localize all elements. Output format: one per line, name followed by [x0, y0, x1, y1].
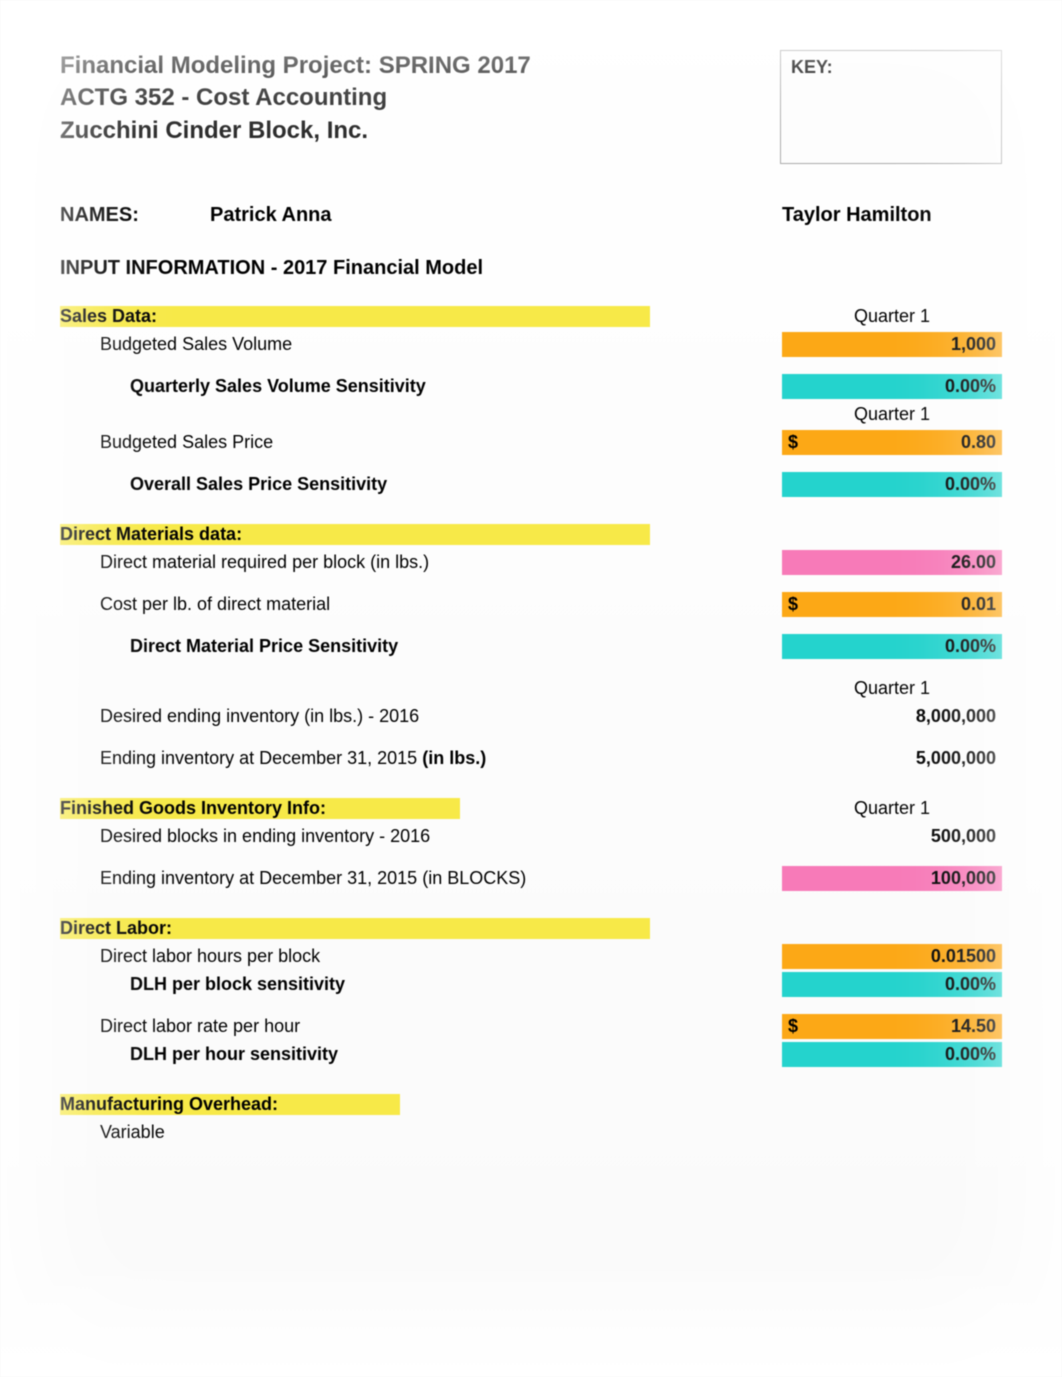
fg-desired-label: Desired blocks in ending inventory - 201… [60, 826, 690, 847]
sales-header: Sales Data: [60, 306, 650, 327]
labor-rate-label: Direct labor rate per hour [60, 1016, 690, 1037]
sales-quarter-label-2: Quarter 1 [782, 402, 1002, 427]
materials-header: Direct Materials data: [60, 524, 650, 545]
title-line-3: Zucchini Cinder Block, Inc. [60, 115, 531, 147]
labor-hours-sens-label: DLH per block sensitivity [60, 974, 720, 995]
fg-end-2015-label: Ending inventory at December 31, 2015 (i… [60, 868, 690, 889]
dollar-sign: $ [788, 432, 798, 453]
price-sensitivity-label: Overall Sales Price Sensitivity [60, 474, 720, 495]
project-title: Financial Modeling Project: SPRING 2017 … [60, 50, 531, 147]
dm-end-inv-2015-value: 5,000,000 [782, 746, 1002, 771]
dm-cost-row: Cost per lb. of direct material $ 0.01 [60, 590, 1002, 618]
dollar-sign: $ [788, 594, 798, 615]
names-label: NAMES: [60, 204, 210, 227]
budgeted-price-label: Budgeted Sales Price [60, 432, 690, 453]
fg-quarter-label: Quarter 1 [782, 796, 1002, 821]
dm-per-block-label: Direct material required per block (in l… [60, 552, 690, 573]
overhead-variable-row: Variable [60, 1118, 1002, 1146]
overhead-header: Manufacturing Overhead: [60, 1094, 400, 1115]
overhead-header-row: Manufacturing Overhead: [60, 1090, 1002, 1118]
price-sensitivity-value: 0.00% [782, 472, 1002, 497]
dm-price-sens-row: Direct Material Price Sensitivity 0.00% [60, 632, 1002, 660]
dm-end-inv-2015-bold: (in lbs.) [422, 748, 486, 768]
labor-rate-sens-value: 0.00% [782, 1042, 1002, 1067]
dm-cost-label: Cost per lb. of direct material [60, 594, 690, 615]
input-section-title: INPUT INFORMATION - 2017 Financial Model [60, 257, 1002, 280]
dm-end-inv-2016-row: Desired ending inventory (in lbs.) - 201… [60, 702, 1002, 730]
labor-hours-sens-row: DLH per block sensitivity 0.00% [60, 970, 1002, 998]
budgeted-volume-value: 1,000 [782, 332, 1002, 357]
materials-header-row: Direct Materials data: [60, 520, 1002, 548]
budgeted-volume-row: Budgeted Sales Volume 1,000 [60, 330, 1002, 358]
title-line-2: ACTG 352 - Cost Accounting [60, 82, 531, 114]
volume-sensitivity-value: 0.00% [782, 374, 1002, 399]
labor-hours-row: Direct labor hours per block 0.01500 [60, 942, 1002, 970]
fg-end-2015-value: 100,000 [782, 866, 1002, 891]
rate-value: 14.50 [951, 1016, 996, 1037]
labor-rate-sens-row: DLH per hour sensitivity 0.00% [60, 1040, 1002, 1068]
page: Financial Modeling Project: SPRING 2017 … [0, 0, 1062, 1377]
dm-quarter-row: Quarter 1 [60, 674, 1002, 702]
volume-sensitivity-label: Quarterly Sales Volume Sensitivity [60, 376, 720, 397]
labor-rate-value: $ 14.50 [782, 1014, 1002, 1039]
name-1: Patrick Anna [210, 204, 332, 227]
fg-desired-value: 500,000 [782, 824, 1002, 849]
dm-end-inv-2016-value: 8,000,000 [782, 704, 1002, 729]
labor-header: Direct Labor: [60, 918, 650, 939]
dm-price-sens-value: 0.00% [782, 634, 1002, 659]
price-value: 0.80 [961, 432, 996, 453]
budgeted-volume-label: Budgeted Sales Volume [60, 334, 690, 355]
fg-end-2015-row: Ending inventory at December 31, 2015 (i… [60, 864, 1002, 892]
sales-quarter2-row: Quarter 1 [60, 400, 1002, 428]
title-line-1: Financial Modeling Project: SPRING 2017 [60, 50, 531, 82]
fg-header: Finished Goods Inventory Info: [60, 798, 460, 819]
dm-end-inv-2016-label: Desired ending inventory (in lbs.) - 201… [60, 706, 690, 727]
labor-hours-value: 0.01500 [782, 944, 1002, 969]
key-box: KEY: [780, 50, 1002, 164]
budgeted-price-row: Budgeted Sales Price $ 0.80 [60, 428, 1002, 456]
name-2: Taylor Hamilton [782, 204, 1002, 227]
price-sensitivity-row: Overall Sales Price Sensitivity 0.00% [60, 470, 1002, 498]
key-label: KEY: [791, 57, 833, 77]
sales-header-row: Sales Data: Quarter 1 [60, 302, 1002, 330]
dm-end-inv-2015-label: Ending inventory at December 31, 2015 (i… [60, 748, 690, 769]
volume-sensitivity-row: Quarterly Sales Volume Sensitivity 0.00% [60, 372, 1002, 400]
sales-quarter-label: Quarter 1 [782, 304, 1002, 329]
labor-hours-sens-value: 0.00% [782, 972, 1002, 997]
dm-per-block-value: 26.00 [782, 550, 1002, 575]
labor-rate-sens-label: DLH per hour sensitivity [60, 1044, 720, 1065]
dm-end-inv-2015-prefix: Ending inventory at December 31, 2015 [100, 748, 422, 768]
dm-quarter-label: Quarter 1 [782, 676, 1002, 701]
dm-per-block-row: Direct material required per block (in l… [60, 548, 1002, 576]
labor-rate-row: Direct labor rate per hour $ 14.50 [60, 1012, 1002, 1040]
dm-price-sens-label: Direct Material Price Sensitivity [60, 636, 720, 657]
overhead-variable-label: Variable [60, 1122, 690, 1143]
header-block: Financial Modeling Project: SPRING 2017 … [60, 50, 1002, 164]
cost-value: 0.01 [961, 594, 996, 615]
fg-header-row: Finished Goods Inventory Info: Quarter 1 [60, 794, 1002, 822]
dm-cost-value: $ 0.01 [782, 592, 1002, 617]
labor-hours-label: Direct labor hours per block [60, 946, 690, 967]
fg-desired-row: Desired blocks in ending inventory - 201… [60, 822, 1002, 850]
dollar-sign: $ [788, 1016, 798, 1037]
labor-header-row: Direct Labor: [60, 914, 1002, 942]
names-row: NAMES: Patrick Anna Taylor Hamilton [60, 204, 1002, 227]
budgeted-price-value: $ 0.80 [782, 430, 1002, 455]
dm-end-inv-2015-row: Ending inventory at December 31, 2015 (i… [60, 744, 1002, 772]
